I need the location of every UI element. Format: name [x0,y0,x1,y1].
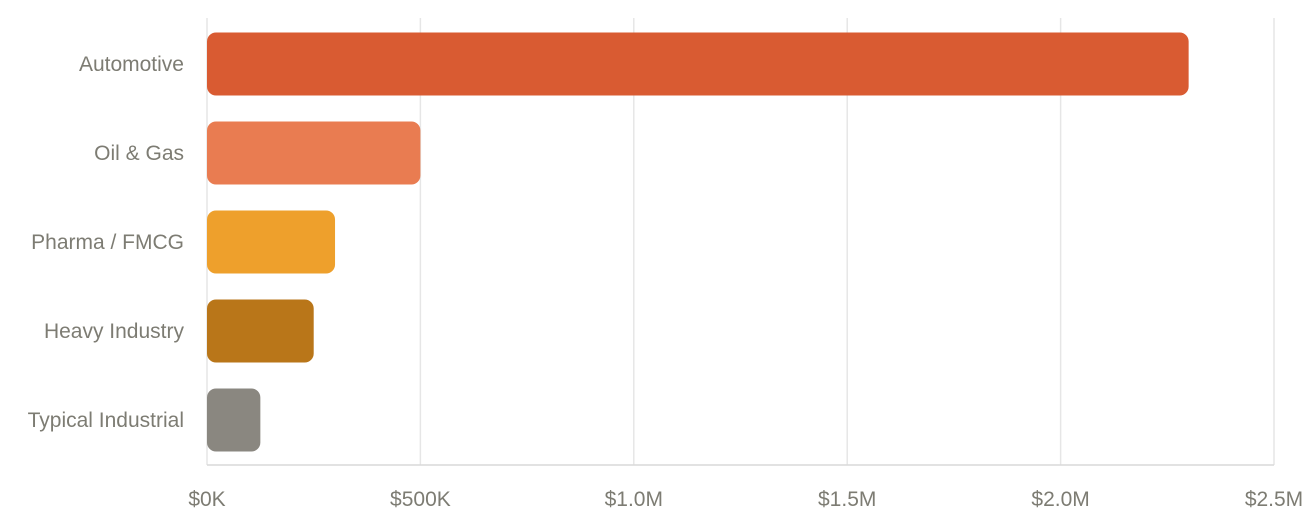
category-labels: Automotive Oil & Gas Pharma / FMCG Heavy In… [28,53,185,432]
x-tick-labels: $0K $500K $1.0M $1.5M $2.0M $2.5M [188,488,1303,511]
x-tick-label-0: $0K [188,488,225,511]
x-tick-label-4: $2.0M [1031,488,1089,511]
bar-2 [207,210,336,274]
category-label-1: Oil & Gas [94,142,184,165]
category-label-4: Typical Industrial [28,409,184,432]
bar-0 [207,32,1189,96]
category-label-2: Pharma / FMCG [31,231,184,254]
x-tick-label-3: $1.5M [818,488,876,511]
bar-4 [207,388,261,452]
bar-1 [207,121,421,185]
x-tick-label-1: $500K [390,488,451,511]
bar-3 [207,299,314,363]
x-tick-label-2: $1.0M [605,488,663,511]
category-label-0: Automotive [79,53,184,76]
category-label-3: Heavy Industry [44,320,185,343]
bars [207,32,1189,452]
x-tick-label-5: $2.5M [1245,488,1303,511]
